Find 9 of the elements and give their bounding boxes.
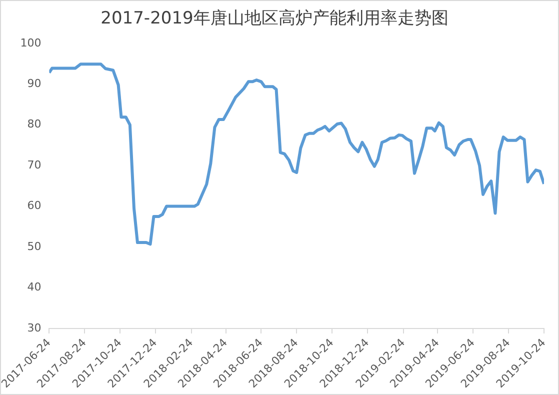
y-tick-label: 70 — [27, 158, 42, 172]
y-tick-label: 30 — [27, 321, 42, 334]
chart-title: 2017-2019年唐山地区高炉产能利用率走势图 — [100, 8, 448, 29]
y-tick-label: 90 — [27, 76, 42, 90]
y-tick-label: 50 — [27, 240, 42, 253]
y-tick-label: 80 — [27, 118, 42, 131]
y-tick-label: 60 — [27, 199, 42, 212]
y-tick-label: 100 — [20, 36, 42, 50]
y-tick-label: 40 — [27, 280, 42, 294]
